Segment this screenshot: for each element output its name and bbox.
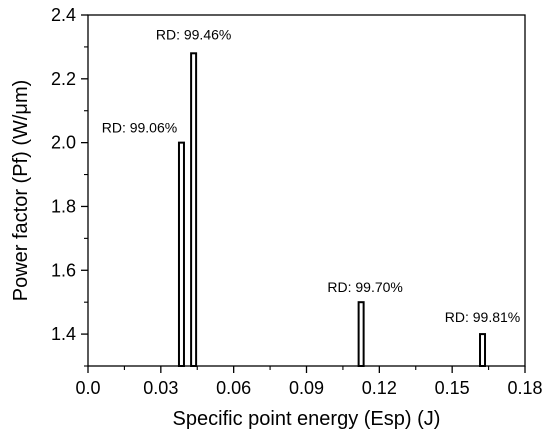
bars-layer <box>177 52 487 368</box>
y-axis-title: Power factor (Pf) (W/μm) <box>10 80 32 302</box>
x-ticks: 0.0 0.03 0.06 0.09 0.12 0.15 0.18 <box>75 366 543 398</box>
y-tick-label: 2.0 <box>51 133 76 153</box>
y-ticks: 1.4 1.6 1.8 2.0 2.2 2.4 <box>51 5 88 367</box>
x-tick-label: 0.15 <box>435 378 470 398</box>
x-tick-label: 0.09 <box>289 378 324 398</box>
x-tick-label: 0.06 <box>216 378 251 398</box>
y-tick-label: 1.8 <box>51 196 76 216</box>
x-tick-label: 0.0 <box>75 378 100 398</box>
y-tick-label: 1.4 <box>51 324 76 344</box>
bar-data-label: RD: 99.46% <box>156 26 231 42</box>
y-tick-label: 2.2 <box>51 69 76 89</box>
bar <box>177 141 185 367</box>
y-tick-label: 2.4 <box>51 5 76 25</box>
bar-data-label: RD: 99.06% <box>102 120 177 136</box>
bar <box>357 301 365 368</box>
bar-data-label: RD: 99.81% <box>445 309 520 325</box>
bar-data-label: RD: 99.70% <box>327 279 402 295</box>
x-tick-label: 0.18 <box>507 378 542 398</box>
bar <box>479 333 487 368</box>
x-axis-title: Specific point energy (Esp) (J) <box>173 408 441 430</box>
x-tick-label: 0.03 <box>143 378 178 398</box>
bar <box>190 52 198 367</box>
data-labels: RD: 99.06% RD: 99.46% RD: 99.70% RD: 99.81% <box>102 26 521 325</box>
x-tick-label: 0.12 <box>362 378 397 398</box>
y-tick-label: 1.6 <box>51 260 76 280</box>
